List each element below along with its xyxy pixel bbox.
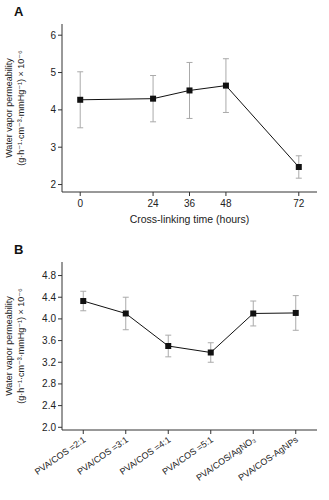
data-line [83,301,296,352]
data-point [123,310,129,316]
y-axis-label: (g·h⁻¹·cm⁻³·mmHg⁻¹) × 10⁻⁶ [16,50,26,166]
x-tick-label: 48 [220,198,232,209]
x-tick [253,430,254,434]
x-tick [83,430,84,434]
data-point [223,83,229,89]
panel-label: B [14,242,23,257]
x-tick-label: 36 [184,198,196,209]
y-axis-line [62,262,63,430]
y-axis-label: Water vapor permeability [4,296,14,396]
y-tick-label: 3.6 [42,335,56,346]
x-tick [225,192,226,196]
x-tick [125,430,126,434]
data-point [250,310,256,316]
y-tick-label: 2.4 [42,400,56,411]
data-point [296,164,302,170]
y-tick-label: 2.8 [42,378,56,389]
x-tick-label: PVA/COS-AgNPs [237,434,301,483]
error-bar [250,301,256,326]
y-axis-label: (g·h⁻¹·cm⁻³·mmHg⁻¹) × 10⁻⁶ [16,288,26,404]
x-tick [295,430,296,434]
y-tick-label: 3 [50,142,56,153]
y-tick [58,109,62,110]
error-bar [293,296,299,331]
x-axis-label: Cross-linking time (hours) [130,213,250,225]
x-tick [210,430,211,434]
error-bar [187,62,193,118]
y-tick [58,72,62,73]
y-tick [58,362,62,363]
y-axis-label: Water vapor permeability [4,58,14,158]
x-tick [168,430,169,434]
y-axis-line [62,24,63,192]
y-tick [58,297,62,298]
data-point [150,96,156,102]
x-tick [189,192,190,196]
y-tick [58,318,62,319]
x-tick-label: 0 [77,198,83,209]
plot-area [77,59,302,178]
y-tick-label: 3.2 [42,357,56,368]
data-point [187,87,193,93]
x-axis-line [62,430,317,431]
y-tick [58,35,62,36]
panel: 2.02.42.83.23.64.04.44.8PVA/COS =2:1PVA/… [4,242,317,483]
error-bar [123,297,129,330]
y-tick [58,147,62,148]
error-bar [80,291,86,311]
y-tick-label: 5 [50,67,56,78]
panel: 2 3 4 5 6 0 24 36 48 72 Cross-linking time (hours)… [4,4,317,225]
y-tick-label: 2.0 [42,422,56,433]
y-tick-label: 6 [50,30,56,41]
y-tick [58,427,62,428]
data-line [80,86,299,167]
y-tick-label: 2 [50,179,56,190]
y-tick [58,340,62,341]
x-tick-label: 72 [293,198,305,209]
error-bar [208,343,214,363]
error-bar [165,335,171,357]
data-point [293,310,299,316]
data-point [80,298,86,304]
y-tick-label: 4 [50,104,56,115]
error-bar [77,72,83,128]
plot-area [80,291,299,362]
x-tick [298,192,299,196]
error-bar [296,156,302,178]
y-tick-label: 4.0 [42,313,56,324]
y-tick-label: 4.4 [42,292,56,303]
x-tick [153,192,154,196]
x-tick-label: 24 [148,198,160,209]
data-point [77,97,83,103]
error-bar [223,59,229,113]
y-tick-label: 4.8 [42,270,56,281]
panel-label: A [14,4,24,19]
chart: 2 3 4 5 6 0 24 36 48 72 Cross-linking time (hours)… [0,0,329,500]
data-point [208,350,214,356]
error-bar [150,76,156,122]
y-tick [58,383,62,384]
y-tick [58,275,62,276]
data-point [165,343,171,349]
y-tick [58,184,62,185]
y-tick [58,405,62,406]
x-tick [80,192,81,196]
